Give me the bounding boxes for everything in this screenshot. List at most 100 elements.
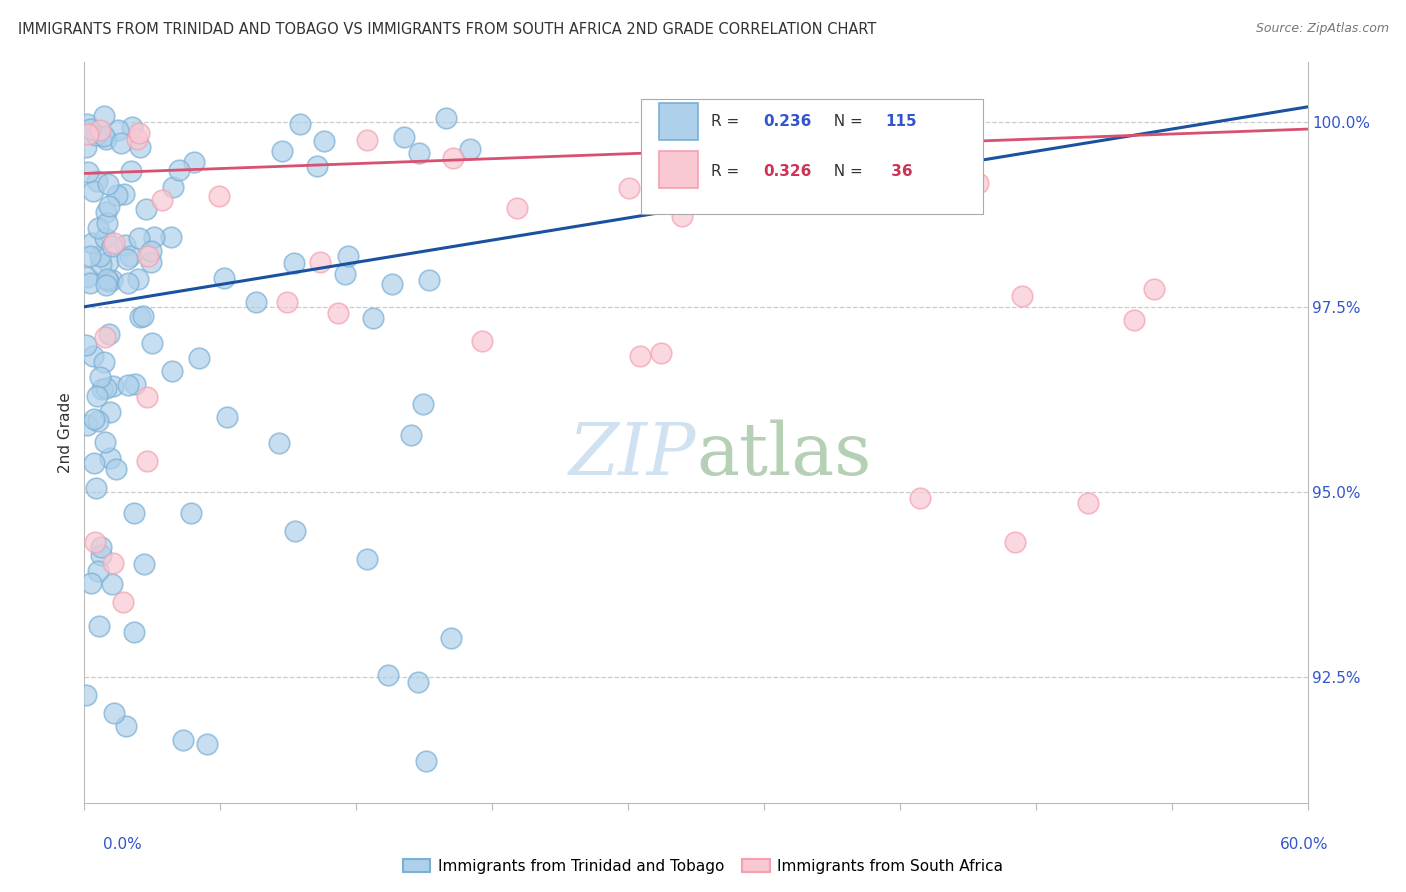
Point xyxy=(441,151,464,165)
Point xyxy=(948,154,970,169)
Point xyxy=(112,186,135,201)
Point xyxy=(75,140,97,154)
Point xyxy=(183,155,205,169)
Point xyxy=(90,548,112,562)
Point xyxy=(87,414,110,428)
Point xyxy=(101,379,124,393)
Point xyxy=(214,271,236,285)
Point xyxy=(381,277,404,291)
Point xyxy=(139,244,162,258)
Point xyxy=(94,231,117,245)
Point xyxy=(1011,289,1033,303)
Point xyxy=(75,337,97,351)
Point xyxy=(86,389,108,403)
Point xyxy=(399,428,422,442)
Point xyxy=(115,252,138,266)
Point xyxy=(392,130,415,145)
Point xyxy=(76,117,98,131)
Text: R =: R = xyxy=(710,114,744,129)
Point xyxy=(76,418,98,433)
Point xyxy=(142,229,165,244)
Point xyxy=(406,674,429,689)
Point xyxy=(377,668,399,682)
Point xyxy=(93,330,115,344)
Point xyxy=(361,311,384,326)
Point xyxy=(505,201,527,215)
Point xyxy=(215,409,238,424)
Point xyxy=(337,249,360,263)
Point xyxy=(356,133,378,147)
Point xyxy=(104,462,127,476)
Point xyxy=(276,295,298,310)
Point xyxy=(98,327,121,342)
Text: 0.236: 0.236 xyxy=(763,114,811,129)
Point xyxy=(93,355,115,369)
Point xyxy=(136,249,159,263)
Point xyxy=(436,112,458,126)
Point xyxy=(100,273,122,287)
Point xyxy=(105,188,128,202)
Point xyxy=(76,127,98,141)
Point xyxy=(89,370,111,384)
Point xyxy=(128,231,150,245)
Point xyxy=(283,256,305,270)
Point xyxy=(120,164,142,178)
Point xyxy=(128,126,150,140)
Point xyxy=(93,434,115,449)
Point xyxy=(162,179,184,194)
Point xyxy=(93,128,115,143)
Point xyxy=(96,381,118,395)
Point xyxy=(136,390,159,404)
Point xyxy=(122,624,145,639)
Point xyxy=(269,436,291,450)
Point xyxy=(305,159,328,173)
Text: 0.0%: 0.0% xyxy=(103,838,142,852)
FancyBboxPatch shape xyxy=(659,103,699,140)
Point xyxy=(103,236,125,251)
Point xyxy=(117,377,139,392)
Point xyxy=(132,558,155,572)
Point xyxy=(122,506,145,520)
Point xyxy=(284,524,307,538)
Point xyxy=(650,346,672,360)
Text: 60.0%: 60.0% xyxy=(1281,838,1329,852)
Point xyxy=(1004,535,1026,549)
Point xyxy=(162,364,184,378)
Point xyxy=(93,109,115,123)
Point xyxy=(415,754,437,768)
Point xyxy=(150,193,173,207)
Point xyxy=(619,180,641,194)
Point xyxy=(87,564,110,578)
Point xyxy=(86,174,108,188)
Point xyxy=(312,134,335,148)
Point xyxy=(1123,313,1146,327)
Point xyxy=(129,310,152,324)
Point xyxy=(97,274,120,288)
Point xyxy=(412,397,434,411)
Point xyxy=(87,221,110,235)
Point xyxy=(127,132,149,146)
Point xyxy=(288,117,311,131)
Point xyxy=(100,577,122,591)
Point xyxy=(91,382,114,396)
Point xyxy=(134,202,156,217)
Point xyxy=(90,257,112,271)
Point xyxy=(84,534,107,549)
Text: atlas: atlas xyxy=(696,419,872,490)
Point xyxy=(335,267,357,281)
Point xyxy=(129,140,152,154)
Point xyxy=(97,199,120,213)
Point xyxy=(356,552,378,566)
Text: N =: N = xyxy=(824,114,868,129)
Point xyxy=(110,136,132,150)
FancyBboxPatch shape xyxy=(641,99,983,214)
Point xyxy=(408,146,430,161)
Point xyxy=(97,177,120,191)
Point xyxy=(141,336,163,351)
Point xyxy=(172,732,194,747)
Point xyxy=(835,115,858,129)
Point xyxy=(107,122,129,136)
Text: 36: 36 xyxy=(886,164,912,178)
Point xyxy=(83,456,105,470)
Point xyxy=(89,250,111,264)
